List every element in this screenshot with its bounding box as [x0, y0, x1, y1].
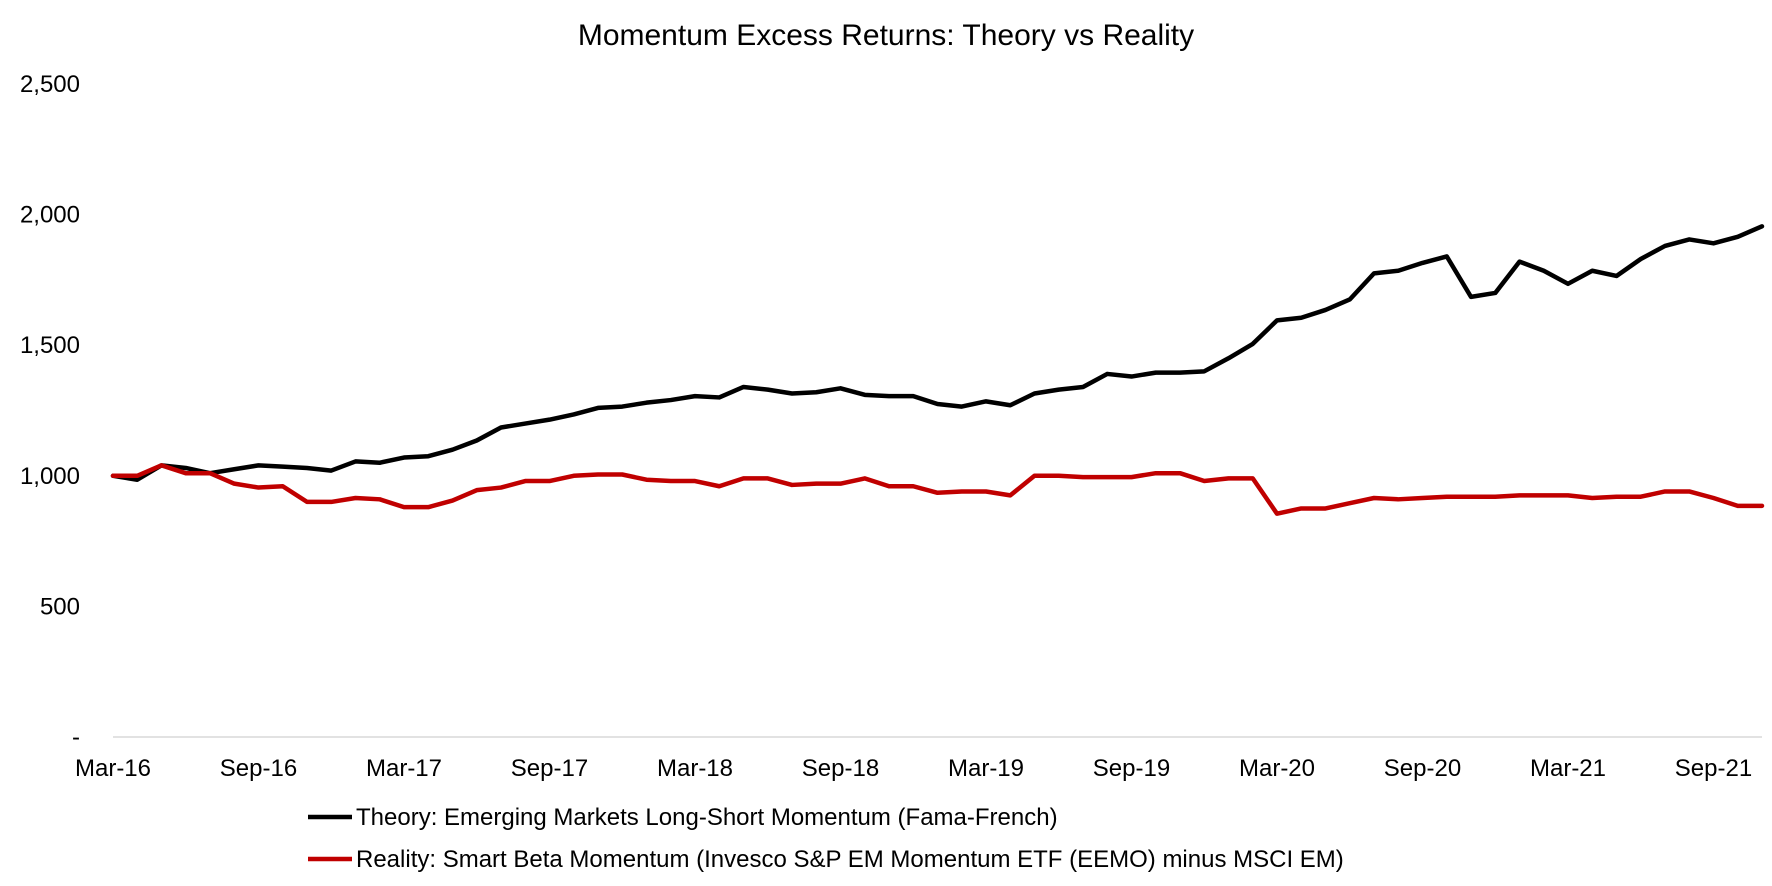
- x-axis: Mar-16 Sep-16 Mar-17 Sep-17 Mar-18 Sep-18 Mar-…: [75, 755, 1752, 782]
- y-tick-label: 2,000: [20, 202, 80, 229]
- legend-item-reality: Reality: Smart Beta Momentum (Invesco S&…: [308, 846, 1344, 873]
- series-group: [110, 224, 1765, 516]
- x-tick-label: Sep-17: [511, 755, 588, 782]
- y-axis: - 500 1,000 1,500 2,000 2,500: [20, 71, 80, 751]
- legend: Theory: Emerging Markets Long-Short Mome…: [308, 804, 1344, 873]
- series-line-theory: [110, 224, 1765, 482]
- x-tick-label: Mar-19: [948, 755, 1024, 782]
- y-tick-label: -: [72, 724, 80, 751]
- x-tick-label: Mar-17: [366, 755, 442, 782]
- y-tick-label: 1,500: [20, 332, 80, 359]
- legend-item-theory: Theory: Emerging Markets Long-Short Mome…: [308, 804, 1058, 831]
- x-tick-label: Sep-20: [1384, 755, 1461, 782]
- y-tick-label: 500: [40, 593, 80, 620]
- x-tick-label: Mar-16: [75, 755, 151, 782]
- y-tick-label: 2,500: [20, 71, 80, 98]
- x-tick-label: Sep-18: [802, 755, 879, 782]
- series-line-reality: [110, 463, 1765, 516]
- legend-label-reality: Reality: Smart Beta Momentum (Invesco S&…: [356, 846, 1344, 873]
- x-tick-label: Sep-16: [220, 755, 297, 782]
- x-tick-label: Sep-21: [1675, 755, 1752, 782]
- x-tick-label: Mar-21: [1530, 755, 1606, 782]
- legend-label-theory: Theory: Emerging Markets Long-Short Mome…: [356, 804, 1058, 831]
- x-tick-label: Mar-20: [1239, 755, 1315, 782]
- x-tick-label: Mar-18: [657, 755, 733, 782]
- chart-title: Momentum Excess Returns: Theory vs Reali…: [578, 19, 1194, 52]
- y-tick-label: 1,000: [20, 463, 80, 490]
- x-tick-label: Sep-19: [1093, 755, 1170, 782]
